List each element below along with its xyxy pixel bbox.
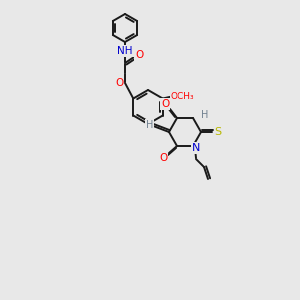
Text: H: H bbox=[146, 120, 153, 130]
Text: O: O bbox=[135, 50, 143, 60]
Text: S: S bbox=[214, 127, 222, 137]
Text: O: O bbox=[161, 99, 169, 109]
Text: H: H bbox=[201, 110, 209, 120]
Text: O: O bbox=[115, 78, 123, 88]
Text: NH: NH bbox=[117, 46, 133, 56]
Text: OCH₃: OCH₃ bbox=[171, 92, 194, 101]
Text: N: N bbox=[192, 143, 200, 153]
Text: O: O bbox=[159, 153, 167, 163]
